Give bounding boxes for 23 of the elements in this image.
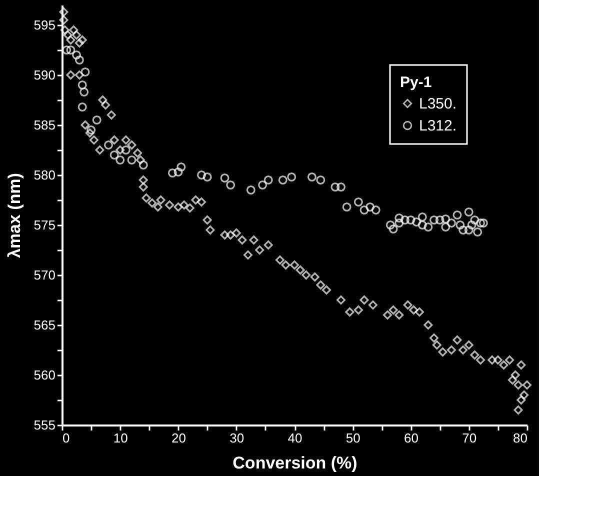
x-tick-label: 70 xyxy=(462,430,477,446)
x-tick-label: 20 xyxy=(172,430,186,446)
legend-title: Py-1 xyxy=(400,74,432,91)
y-tick-label: 560 xyxy=(34,368,56,382)
x-tick-label: 60 xyxy=(404,430,418,446)
x-tick-label: 30 xyxy=(230,430,244,446)
y-tick-label: 580 xyxy=(34,168,56,182)
y-tick-label: 570 xyxy=(34,268,56,282)
x-tick-label: 80 xyxy=(513,430,528,446)
x-tick-label: 50 xyxy=(346,430,360,446)
y-tick-label: 590 xyxy=(34,68,56,82)
y-tick-label: 595 xyxy=(34,18,56,32)
x-tick-label: 10 xyxy=(113,430,128,446)
x-axis-title: Conversion (%) xyxy=(232,454,358,472)
x-tick-label: 40 xyxy=(288,430,302,446)
x-tick-label: 0 xyxy=(62,430,70,446)
legend-label: L312. xyxy=(419,118,457,134)
legend-label: L350. xyxy=(419,96,457,112)
y-tick-label: 575 xyxy=(34,218,56,232)
y-tick-label: 555 xyxy=(34,418,56,432)
y-tick-label: 565 xyxy=(34,318,56,332)
y-tick-label: 585 xyxy=(34,118,56,132)
y-axis-title: λmax (nm) xyxy=(4,172,24,258)
